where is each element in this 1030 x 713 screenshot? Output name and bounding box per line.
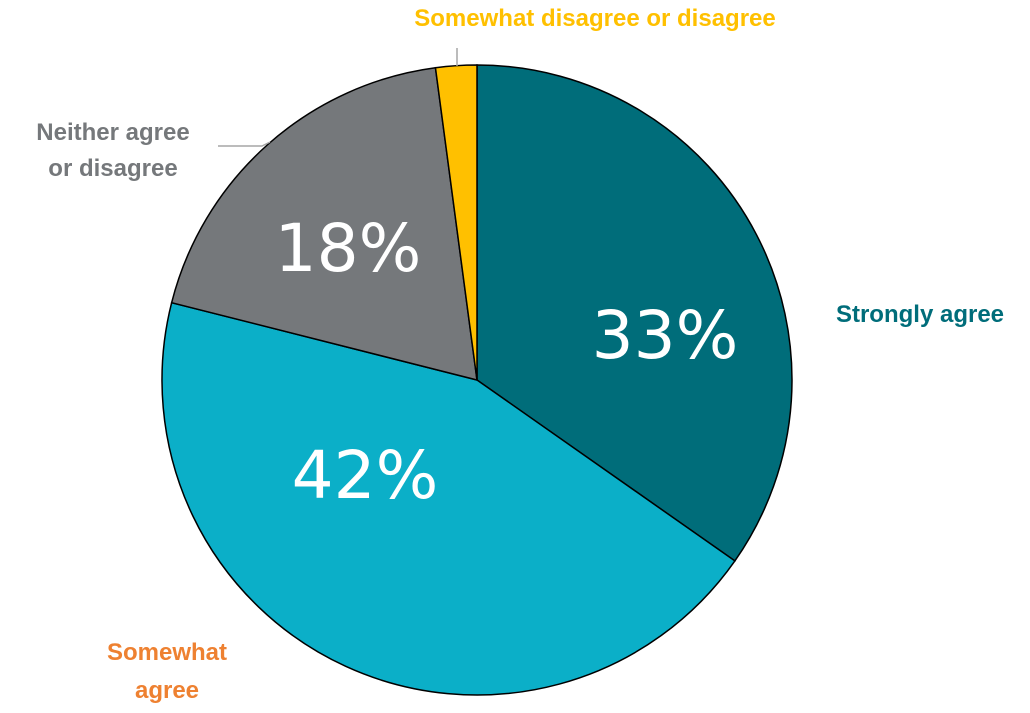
category-label-somewhat-agree: Somewhat agree (107, 639, 227, 704)
leader-line-neither (218, 141, 271, 147)
slice-somewhat-agree (161, 301, 736, 696)
slice-strongly-agree (476, 64, 793, 562)
category-label-somewhat-disagree-or-disagree: Somewhat disagree or disagree (414, 5, 775, 32)
slice-somewhat-disagree-or-disagree (434, 64, 478, 381)
slice-neither-agree-or-disagree (170, 66, 478, 381)
value-label-somewhat-agree: 42% (292, 437, 439, 514)
value-labels: 33% 42% 18% (275, 210, 739, 514)
leader-lines (218, 48, 458, 147)
category-label-neither-agree-or-disagree: Neither agree or disagree (36, 119, 189, 182)
category-labels: Strongly agree Somewhat agree Neither agree… (36, 5, 1004, 704)
pie-slices (161, 64, 793, 696)
category-label-strongly-agree: Strongly agree (836, 301, 1004, 328)
value-label-strongly-agree: 33% (592, 297, 739, 374)
value-label-neither-agree-or-disagree: 18% (275, 210, 422, 287)
